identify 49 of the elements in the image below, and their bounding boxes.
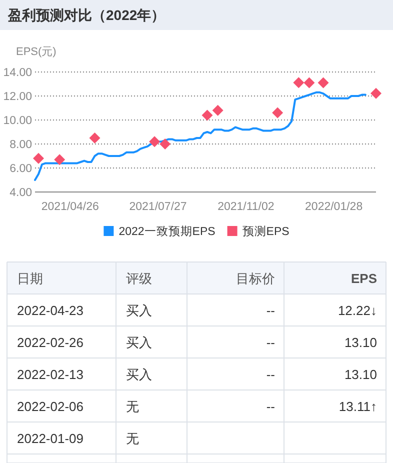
text: 日期 <box>17 271 43 286</box>
text: 2022-01-09 <box>17 431 84 446</box>
point <box>370 88 382 99</box>
text: 13.11↑ <box>338 399 377 414</box>
text: 无 <box>126 431 139 446</box>
x-tick-label: 2022/01/28 <box>305 201 363 213</box>
point <box>54 154 66 166</box>
text: 买入 <box>126 335 152 350</box>
text: -- <box>266 335 275 350</box>
text: -- <box>266 399 275 414</box>
y-tick-label: 10.00 <box>3 115 32 127</box>
legend-label: 预测EPS <box>242 225 290 238</box>
point <box>304 77 315 88</box>
point <box>202 110 213 121</box>
text: 2022-02-06 <box>17 399 84 414</box>
y-tick-label: 14.00 <box>3 67 32 79</box>
point <box>318 77 329 88</box>
y-tick-label: 12.00 <box>3 91 32 103</box>
text: 评级 <box>126 271 152 286</box>
text: 无 <box>126 399 139 414</box>
legend-label: 2022一致预期EPS <box>118 225 216 238</box>
chart-title: 盈利预测对比（2022年） <box>7 7 166 23</box>
point <box>272 107 284 118</box>
point <box>212 104 224 116</box>
text: 目标价 <box>236 271 275 286</box>
point <box>33 152 44 164</box>
text: 2022-04-23 <box>17 303 84 318</box>
y-tick-label: 4.00 <box>10 187 32 199</box>
text: 12.22↓ <box>338 303 377 318</box>
line-series <box>34 91 366 181</box>
point <box>89 132 100 144</box>
text: 13.10 <box>344 367 377 382</box>
x-tick-label: 2021/07/27 <box>129 201 187 213</box>
x-tick-label: 2021/04/26 <box>41 201 99 213</box>
y-tick-label: 8.00 <box>10 139 32 151</box>
text: EPS <box>350 271 378 286</box>
x-tick-label: 2021/11/02 <box>218 201 274 213</box>
y-tick-label: 6.00 <box>10 163 32 175</box>
point <box>160 138 171 150</box>
point <box>149 136 160 148</box>
text: -- <box>266 367 275 382</box>
text: 买入 <box>126 303 152 318</box>
text: 2022-02-13 <box>17 367 84 382</box>
point <box>293 77 304 88</box>
y-axis-title: EPS(元) <box>16 46 56 58</box>
text: 13.10 <box>344 335 377 350</box>
text: -- <box>266 303 275 318</box>
text: 2022-02-26 <box>17 335 84 350</box>
text: 买入 <box>126 367 152 382</box>
